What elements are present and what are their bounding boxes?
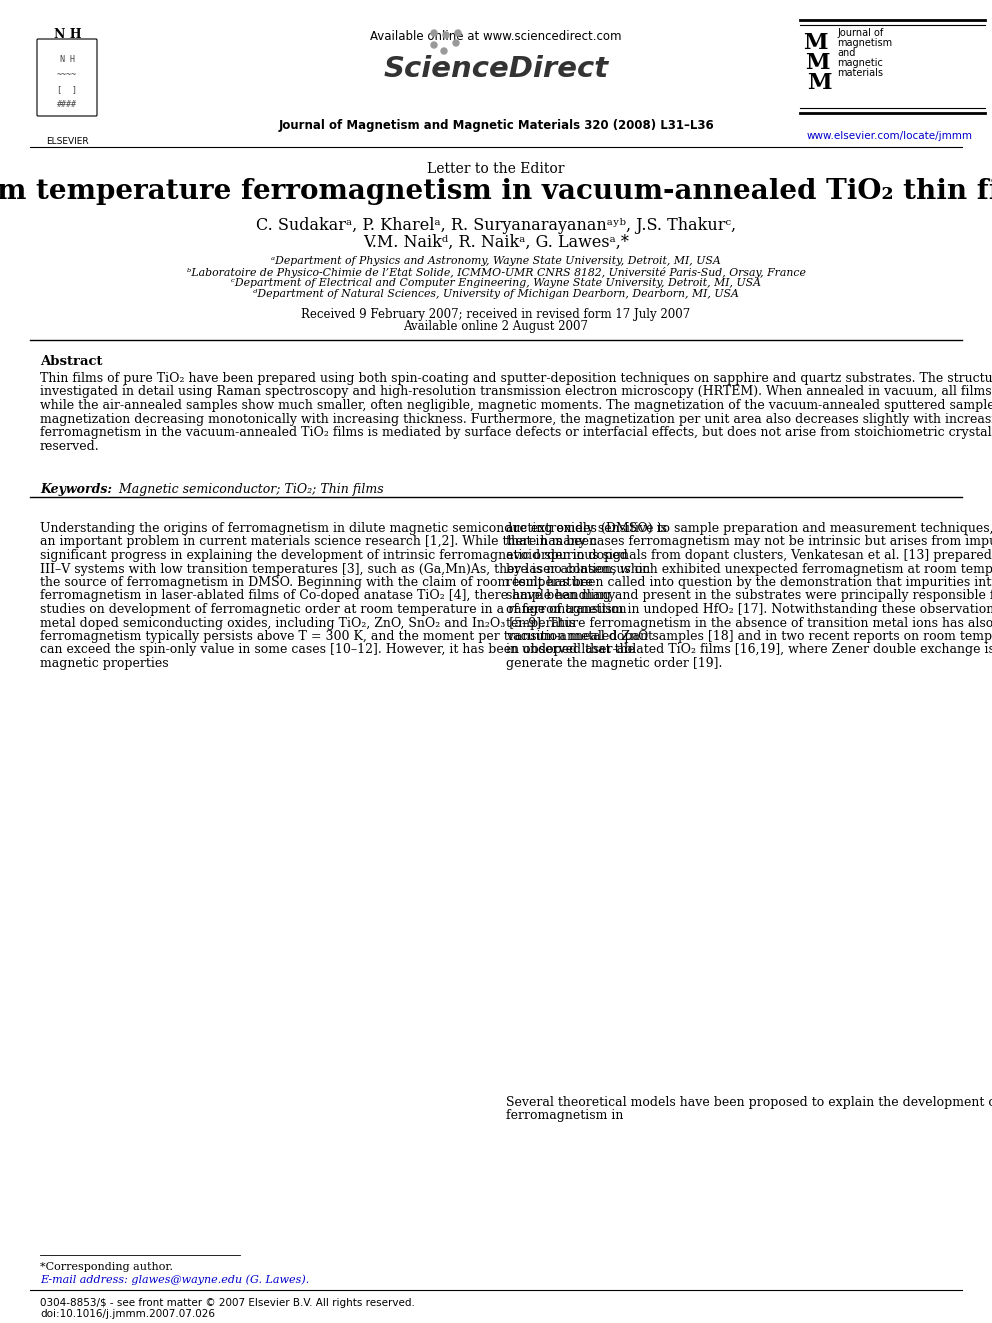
Text: magnetic properties: magnetic properties: [40, 658, 169, 669]
Text: Available online at www.sciencedirect.com: Available online at www.sciencedirect.co…: [370, 30, 622, 44]
Text: significant progress in explaining the development of intrinsic ferromagnetic or: significant progress in explaining the d…: [40, 549, 628, 562]
Text: sample handling and present in the substrates were principally responsible for t: sample handling and present in the subst…: [506, 590, 992, 602]
Text: ferromagnetism in the vacuum-annealed TiO₂ films is mediated by surface defects : ferromagnetism in the vacuum-annealed Ti…: [40, 426, 992, 439]
Text: ####: ####: [57, 101, 77, 108]
Text: while the air-annealed samples show much smaller, often negligible, magnetic mom: while the air-annealed samples show much…: [40, 400, 992, 411]
Text: are extremely sensitive to sample preparation and measurement techniques, leadin: are extremely sensitive to sample prepar…: [506, 523, 992, 534]
Text: an important problem in current materials science research [1,2]. While there ha: an important problem in current material…: [40, 536, 597, 549]
Text: E-mail address: glawes@wayne.edu (G. Lawes).: E-mail address: glawes@wayne.edu (G. Law…: [40, 1274, 310, 1285]
Text: generate the magnetic order [19].: generate the magnetic order [19].: [506, 658, 722, 669]
Text: magnetism: magnetism: [837, 38, 892, 48]
Text: materials: materials: [837, 67, 883, 78]
Text: ferromagnetism in laser-ablated films of Co-doped anatase TiO₂ [4], there have b: ferromagnetism in laser-ablated films of…: [40, 590, 615, 602]
Text: *Corresponding author.: *Corresponding author.: [40, 1262, 173, 1271]
Text: III–V systems with low transition temperatures [3], such as (Ga,Mn)As, there is : III–V systems with low transition temper…: [40, 562, 650, 576]
Text: M: M: [807, 71, 831, 94]
Text: vacuum-annealed ZnO samples [18] and in two recent reports on room temperature f: vacuum-annealed ZnO samples [18] and in …: [506, 630, 992, 643]
Text: Several theoretical models have been proposed to explain the development of room: Several theoretical models have been pro…: [506, 1095, 992, 1109]
Circle shape: [431, 30, 437, 36]
Text: ~~~~: ~~~~: [57, 70, 77, 79]
Text: C. Sudakarᵃ, P. Kharelᵃ, R. Suryanarayananᵃʸᵇ, J.S. Thakurᶜ,: C. Sudakarᵃ, P. Kharelᵃ, R. Suryanarayan…: [256, 217, 736, 234]
Text: V.M. Naikᵈ, R. Naikᵃ, G. Lawesᵃ,*: V.M. Naikᵈ, R. Naikᵃ, G. Lawesᵃ,*: [363, 234, 629, 251]
Circle shape: [441, 48, 447, 54]
Text: ᵃDepartment of Physics and Astronomy, Wayne State University, Detroit, MI, USA: ᵃDepartment of Physics and Astronomy, Wa…: [271, 255, 721, 266]
Circle shape: [443, 32, 449, 38]
Text: Understanding the origins of ferromagnetism in dilute magnetic semiconducting ox: Understanding the origins of ferromagnet…: [40, 523, 667, 534]
Text: studies on development of ferromagnetic order at room temperature in a range of : studies on development of ferromagnetic …: [40, 603, 627, 617]
Text: investigated in detail using Raman spectroscopy and high-resolution transmission: investigated in detail using Raman spect…: [40, 385, 992, 398]
Text: Thin films of pure TiO₂ have been prepared using both spin-coating and sputter-d: Thin films of pure TiO₂ have been prepar…: [40, 372, 992, 385]
Text: N H: N H: [60, 56, 74, 64]
Text: can exceed the spin-only value in some cases [10–12]. However, it has been obser: can exceed the spin-only value in some c…: [40, 643, 635, 656]
Text: reserved.: reserved.: [40, 439, 99, 452]
Text: M: M: [805, 52, 829, 74]
Circle shape: [455, 30, 461, 36]
Text: ELSEVIER: ELSEVIER: [46, 138, 88, 146]
Text: www.elsevier.com/locate/jmmm: www.elsevier.com/locate/jmmm: [807, 131, 973, 142]
Text: ferromagnetism in: ferromagnetism in: [506, 1110, 623, 1122]
Text: magnetic: magnetic: [837, 58, 883, 67]
Text: ᵈDepartment of Natural Sciences, University of Michigan Dearborn, Dearborn, MI, : ᵈDepartment of Natural Sciences, Univers…: [253, 288, 739, 299]
Text: in undoped laser-ablated TiO₂ films [16,19], where Zener double exchange is beli: in undoped laser-ablated TiO₂ films [16,…: [506, 643, 992, 656]
Text: ᵇLaboratoire de Physico-Chimie de l’Etat Solide, ICMMO-UMR CNRS 8182, Université: ᵇLaboratoire de Physico-Chimie de l’Etat…: [186, 267, 806, 278]
Text: Journal of: Journal of: [837, 28, 883, 38]
Text: Abstract: Abstract: [40, 355, 102, 368]
Text: of ferromagnetism in undoped HfO₂ [17]. Notwithstanding these observations, simi: of ferromagnetism in undoped HfO₂ [17]. …: [506, 603, 992, 617]
Text: N H: N H: [55, 28, 81, 41]
Text: Letter to the Editor: Letter to the Editor: [428, 161, 564, 176]
Text: result has been called into question by the demonstration that impurities introd: result has been called into question by …: [506, 576, 992, 589]
Text: ferromagnetism typically persists above T = 300 K, and the moment per transition: ferromagnetism typically persists above …: [40, 630, 653, 643]
Text: Received 9 February 2007; received in revised form 17 July 2007: Received 9 February 2007; received in re…: [302, 308, 690, 321]
Text: Journal of Magnetism and Magnetic Materials 320 (2008) L31–L36: Journal of Magnetism and Magnetic Materi…: [278, 119, 714, 132]
Text: M: M: [803, 32, 827, 54]
Text: 0304-8853/$ - see front matter © 2007 Elsevier B.V. All rights reserved.: 0304-8853/$ - see front matter © 2007 El…: [40, 1298, 415, 1308]
Text: ᶜDepartment of Electrical and Computer Engineering, Wayne State University, Detr: ᶜDepartment of Electrical and Computer E…: [231, 278, 761, 288]
Text: by laser ablation, which exhibited unexpected ferromagnetism at room temperature: by laser ablation, which exhibited unexp…: [506, 562, 992, 576]
Circle shape: [453, 40, 459, 46]
Text: Available online 2 August 2007: Available online 2 August 2007: [404, 320, 588, 333]
Text: that in many cases ferromagnetism may not be intrinsic but arises from impurity : that in many cases ferromagnetism may no…: [506, 536, 992, 549]
Text: Magnetic semiconductor; TiO₂; Thin films: Magnetic semiconductor; TiO₂; Thin films: [115, 483, 384, 496]
Text: temperature ferromagnetism in the absence of transition metal ions has also been: temperature ferromagnetism in the absenc…: [506, 617, 992, 630]
Text: Room temperature ferromagnetism in vacuum-annealed TiO₂ thin films: Room temperature ferromagnetism in vacuu…: [0, 179, 992, 205]
Text: metal doped semiconducting oxides, including TiO₂, ZnO, SnO₂ and In₂O₃ [5–9]. Th: metal doped semiconducting oxides, inclu…: [40, 617, 575, 630]
Text: the source of ferromagnetism in DMSO. Beginning with the claim of room temperatu: the source of ferromagnetism in DMSO. Be…: [40, 576, 593, 589]
Text: magnetization decreasing monotonically with increasing thickness. Furthermore, t: magnetization decreasing monotonically w…: [40, 413, 992, 426]
Text: ScienceDirect: ScienceDirect: [384, 56, 608, 83]
Circle shape: [431, 42, 437, 48]
Text: and: and: [837, 48, 855, 58]
FancyBboxPatch shape: [37, 38, 97, 116]
Text: doi:10.1016/j.jmmm.2007.07.026: doi:10.1016/j.jmmm.2007.07.026: [40, 1308, 215, 1319]
Text: avoid spurious signals from dopant clusters, Venkatesan et al. [13] prepared und: avoid spurious signals from dopant clust…: [506, 549, 992, 562]
Text: [  ]: [ ]: [57, 85, 77, 94]
Text: Keywords:: Keywords:: [40, 483, 112, 496]
